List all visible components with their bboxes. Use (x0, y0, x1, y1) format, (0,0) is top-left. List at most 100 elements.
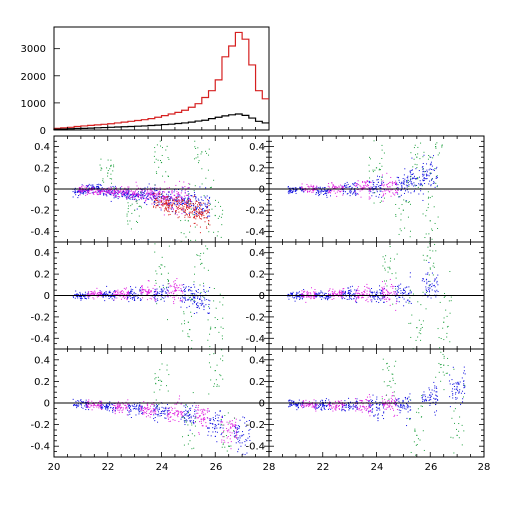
scatter-point (100, 167, 102, 169)
scatter-point (180, 411, 182, 413)
scatter-point (192, 212, 194, 214)
scatter-point (124, 404, 126, 406)
scatter-point (334, 192, 336, 194)
scatter-point (85, 194, 87, 196)
scatter-point (207, 211, 209, 213)
scatter-point (316, 293, 318, 295)
scatter-point (164, 413, 166, 415)
scatter-point (417, 186, 419, 188)
scatter-point (198, 307, 200, 309)
scatter-point (230, 441, 232, 443)
scatter-point (409, 353, 410, 354)
scatter-point (158, 196, 160, 198)
scatter-point (195, 207, 197, 209)
scatter-point (429, 268, 431, 270)
scatter-point (127, 194, 129, 196)
scatter-point (226, 429, 228, 431)
scatter-point (196, 412, 198, 414)
scatter-point (127, 290, 129, 292)
scatter-point (164, 181, 166, 183)
scatter-point (346, 298, 348, 300)
scatter-point (382, 294, 384, 296)
scatter-point (441, 118, 442, 119)
scatter-point (77, 295, 79, 297)
scatter-point (383, 403, 385, 405)
scatter-point (423, 151, 425, 153)
scatter-point (227, 436, 229, 438)
scatter-point (407, 294, 409, 296)
scatter-point (434, 279, 436, 281)
scatter-point (86, 406, 88, 408)
scatter-point (78, 189, 80, 191)
scatter-point (409, 276, 411, 278)
scatter-point (159, 160, 161, 162)
scatter-point (327, 296, 329, 298)
scatter-point (422, 166, 424, 168)
scatter-point (422, 291, 424, 293)
scatter-point (112, 295, 114, 297)
scatter-point (159, 413, 161, 415)
scatter-point (202, 211, 204, 213)
scatter-point (367, 287, 369, 289)
scatter-point (371, 293, 373, 295)
scatter-point (177, 410, 179, 412)
scatter-point (361, 297, 363, 299)
scatter-point (168, 407, 170, 409)
scatter-point (153, 198, 155, 200)
scatter-point (80, 190, 82, 192)
scatter-point (155, 289, 157, 291)
scatter-point (433, 266, 435, 268)
scatter-point (184, 287, 186, 289)
scatter-point (104, 405, 106, 407)
scatter-point (185, 194, 187, 196)
hist-tick-label-0: 0 (40, 126, 46, 137)
scatter-point (114, 406, 116, 408)
scatter-point (135, 406, 137, 408)
scatter-point (418, 183, 420, 185)
scatter-point (393, 292, 395, 294)
scatter-point (105, 191, 107, 193)
scatter-point (415, 168, 417, 170)
scatter-point (154, 200, 156, 202)
scatter-point (138, 406, 140, 408)
scatter-point (368, 187, 370, 189)
scatter-point (135, 194, 137, 196)
scatter-point (88, 295, 90, 297)
scatter-point (157, 421, 159, 423)
scatter-point (366, 180, 368, 182)
scatter-point (381, 404, 383, 406)
scatter-point (114, 408, 116, 410)
scatter-point (374, 169, 376, 171)
scatter-point (391, 189, 393, 191)
scatter-point (424, 171, 426, 173)
scatter-point (221, 446, 223, 448)
scatter-point (127, 399, 129, 401)
scatter-point (389, 181, 391, 183)
scatter-point (386, 172, 388, 174)
scatter-point (136, 408, 138, 410)
scatter-point (201, 425, 203, 427)
scatter-point (426, 290, 428, 292)
scatter-point (410, 336, 412, 338)
scatter-point (194, 222, 196, 224)
scatter-point (397, 286, 399, 288)
scatter-point (198, 305, 200, 307)
scatter-point (195, 415, 197, 417)
scatter-point (191, 424, 193, 426)
scatter-point (93, 186, 95, 188)
scatter-point (106, 191, 108, 193)
scatter-point (321, 403, 323, 405)
scatter-point (166, 289, 168, 291)
scatter-point (291, 404, 293, 406)
scatter-point (400, 183, 402, 185)
scatter-point (334, 293, 336, 295)
scatter-point (173, 286, 175, 288)
scatter-point (79, 187, 81, 189)
scatter-point (147, 198, 149, 200)
scatter-point (384, 283, 386, 285)
scatter-point (132, 197, 134, 199)
scatter-point (111, 293, 113, 295)
scatter-point (132, 193, 134, 195)
scatter-point (346, 406, 348, 408)
scatter-point (158, 202, 160, 204)
